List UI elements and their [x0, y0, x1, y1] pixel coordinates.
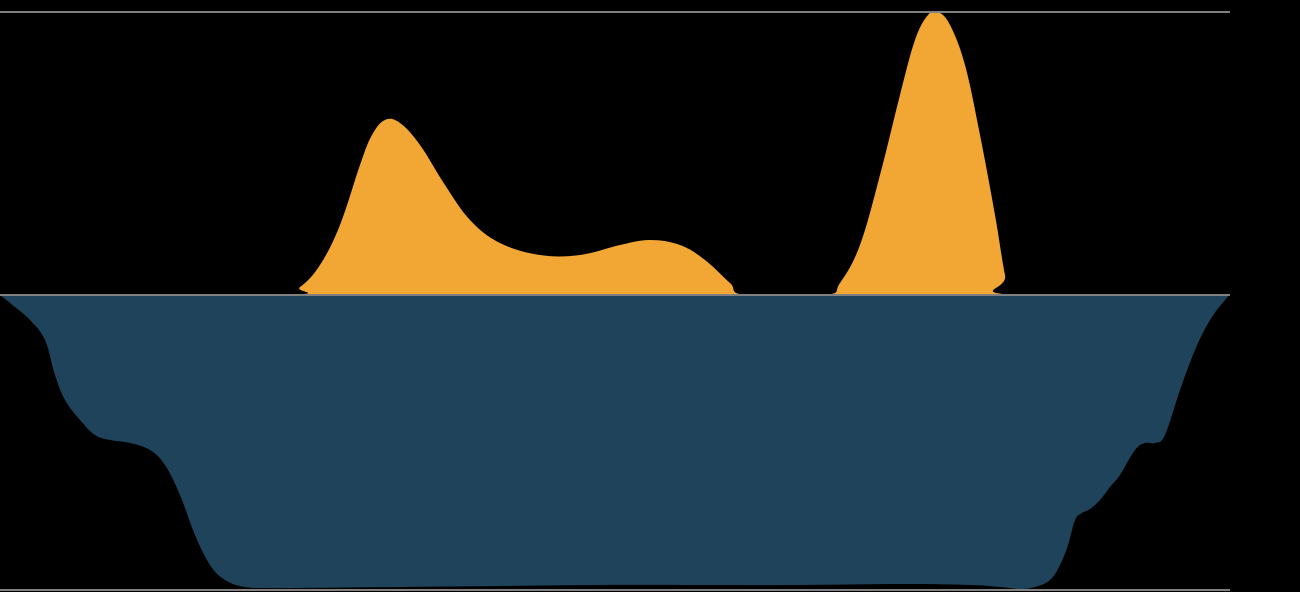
density-chart: [0, 0, 1300, 592]
chart-svg: [0, 0, 1300, 592]
